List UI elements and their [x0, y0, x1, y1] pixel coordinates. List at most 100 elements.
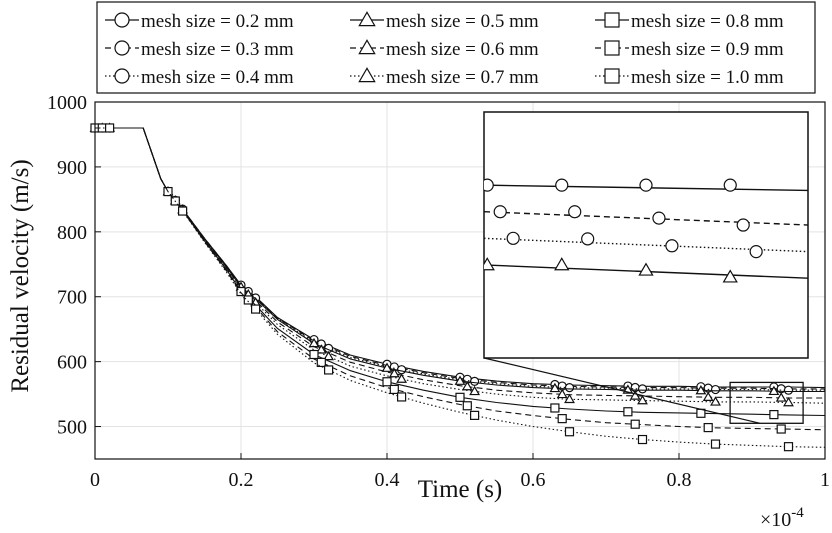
legend-entry-1: mesh size = 0.3 mm: [105, 39, 294, 60]
square-marker: [710, 439, 721, 449]
square-marker: [462, 401, 472, 411]
plot-border: [94, 101, 826, 460]
inset-series-line: [484, 491, 808, 510]
triangle-marker: [507, 484, 520, 495]
triangle-marker: [695, 384, 707, 395]
circle-marker: [736, 218, 750, 232]
zoom-box: [729, 381, 804, 424]
y-tick-label: 900: [57, 157, 87, 179]
square-marker: [104, 123, 115, 133]
square-marker: [316, 357, 326, 368]
triangle-marker: [484, 257, 495, 271]
x-tick-label: 0.6: [521, 469, 546, 491]
circle-marker: [397, 365, 407, 375]
triangle-marker: [629, 390, 641, 400]
legend-label: mesh size = 0.7 mm: [386, 67, 539, 88]
y-tick-label: 500: [57, 417, 87, 439]
square-marker: [783, 442, 794, 452]
square-marker: [604, 40, 620, 56]
triangle-marker: [783, 396, 794, 407]
legend-label: mesh size = 0.8 mm: [631, 11, 784, 32]
x-axis-title: Time (s): [418, 476, 503, 503]
series-lines: [89, 122, 826, 452]
square-marker: [630, 419, 640, 429]
x-tick-label: 0: [90, 469, 100, 491]
legend-entry-5: mesh size = 0.7 mm: [350, 67, 539, 88]
circle-marker: [723, 178, 737, 192]
triangle-marker: [702, 391, 714, 402]
series-line: [95, 127, 825, 399]
triangle-marker: [564, 393, 575, 404]
triangle-marker: [556, 388, 568, 399]
triangle-marker: [323, 350, 335, 361]
circle-marker: [637, 384, 648, 394]
x-tick-label: 0.8: [667, 469, 692, 491]
triangle-marker: [638, 262, 654, 276]
square-marker: [243, 295, 253, 305]
inset-zoom: [483, 111, 809, 510]
square-marker: [389, 384, 399, 395]
circle-marker: [493, 205, 507, 219]
square-marker: [776, 424, 786, 434]
square-marker: [564, 427, 575, 437]
triangle-marker: [461, 380, 473, 391]
square-marker: [604, 68, 620, 84]
series-7: [95, 123, 826, 434]
legend-label: mesh size = 0.3 mm: [141, 39, 294, 60]
triangle-marker: [722, 269, 738, 283]
inset-series-3: [484, 257, 808, 283]
circle-marker: [749, 245, 763, 259]
legend-label: mesh size = 0.9 mm: [631, 39, 784, 60]
inset-series-0: [484, 178, 808, 192]
square-marker: [309, 349, 319, 360]
svg-text:×10-4: ×10-4: [760, 505, 804, 531]
inset-series-line: [484, 211, 808, 226]
zoom-source-rect: [729, 381, 804, 424]
circle-marker: [652, 211, 666, 225]
square-marker: [382, 377, 392, 387]
series-line: [95, 127, 826, 431]
circle-marker: [484, 178, 494, 192]
plot-frame: [94, 101, 826, 460]
triangle-marker: [469, 385, 481, 396]
triangle-marker: [554, 257, 570, 271]
square-marker: [178, 206, 188, 216]
inset-series: [484, 178, 808, 510]
legend-label: mesh size = 0.4 mm: [141, 67, 294, 88]
square-marker: [236, 286, 246, 297]
circle-marker: [665, 239, 679, 253]
circle-marker: [564, 383, 575, 393]
triangle-marker: [358, 67, 376, 83]
legend-label: mesh size = 1.0 mm: [631, 67, 784, 88]
square-marker: [623, 407, 633, 417]
x-tick-label: 1: [820, 469, 830, 491]
triangle-marker: [710, 396, 721, 406]
y-tick-label: 700: [57, 287, 87, 309]
inset-series-1: [484, 205, 808, 232]
y-tick-label: 800: [57, 222, 87, 244]
series-line: [95, 127, 826, 417]
legend-label: mesh size = 0.2 mm: [141, 11, 294, 32]
square-marker: [470, 410, 480, 420]
circle-marker: [470, 376, 480, 386]
triangle-marker: [388, 367, 400, 378]
triangle-marker: [637, 394, 648, 405]
legend-label: mesh size = 0.6 mm: [386, 39, 539, 60]
y-tick-label: 600: [57, 352, 87, 374]
legend-entry-8: mesh size = 1.0 mm: [595, 67, 784, 88]
triangle-marker: [358, 39, 376, 55]
y-tick-label: 1000: [47, 92, 87, 114]
square-marker: [637, 434, 648, 445]
triangle-marker: [768, 385, 780, 396]
triangle-marker: [396, 373, 408, 383]
triangle-marker: [665, 492, 678, 503]
circle-marker: [783, 385, 794, 395]
circle-marker: [555, 178, 569, 192]
inset-series-2: [484, 231, 808, 259]
triangle-marker: [494, 391, 507, 402]
series-line: [95, 127, 825, 391]
circle-marker: [568, 205, 582, 219]
circle-marker: [581, 232, 595, 246]
triangle-marker: [549, 382, 561, 393]
